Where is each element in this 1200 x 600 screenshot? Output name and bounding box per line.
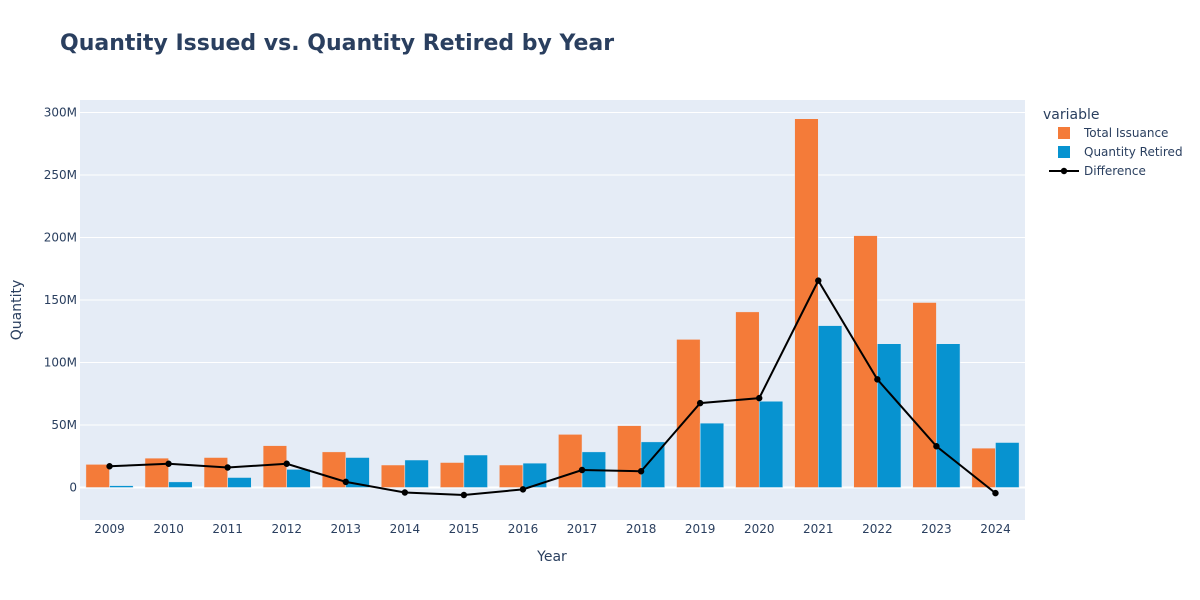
y-tick-label: 50M <box>51 418 77 432</box>
bar-quantity-retired-2020[interactable] <box>758 401 784 488</box>
bar-quantity-retired-2021[interactable] <box>818 325 843 488</box>
difference-point-2019[interactable] <box>696 399 704 407</box>
difference-point-2011[interactable] <box>224 464 231 471</box>
legend-title: variable <box>1043 107 1099 123</box>
difference-line-path[interactable] <box>109 278 997 497</box>
bar-total-issuance-2016[interactable] <box>499 464 524 488</box>
x-tick-label: 2013 <box>331 522 362 536</box>
bar-total-issuance-2023[interactable] <box>912 302 937 488</box>
legend-item-total-issuance[interactable]: Total Issuance <box>1058 126 1168 140</box>
bar-total-issuance-2010[interactable] <box>144 457 169 488</box>
x-tick-label: 2020 <box>744 522 775 536</box>
y-tick-label: 250M <box>44 168 77 182</box>
bar-total-issuance-2024[interactable] <box>971 447 996 488</box>
bar-quantity-retired-2019[interactable] <box>699 422 725 488</box>
bar-total-issuance-2011[interactable] <box>203 457 228 488</box>
legend-swatch <box>1058 127 1070 139</box>
bar-total-issuance-2014[interactable] <box>380 464 406 488</box>
bar-total-issuance-2018[interactable] <box>617 425 642 488</box>
x-tick-label: 2014 <box>390 522 421 536</box>
x-tick-label: 2023 <box>921 522 952 536</box>
difference-point-2021[interactable] <box>815 277 822 284</box>
y-tick-label: 150M <box>44 293 77 307</box>
difference-point-2022[interactable] <box>874 376 881 383</box>
x-tick-label: 2010 <box>153 522 184 536</box>
x-tick-label: 2009 <box>94 522 125 536</box>
difference-point-2009[interactable] <box>106 463 113 470</box>
bar-total-issuance-2015[interactable] <box>440 462 465 488</box>
x-tick-label: 2016 <box>508 522 539 536</box>
bars <box>85 118 1020 488</box>
legend-item-difference[interactable]: Difference <box>1049 164 1146 178</box>
bar-total-issuance-2012[interactable] <box>262 445 287 488</box>
x-tick-label: 2024 <box>980 522 1011 536</box>
difference-point-2018[interactable] <box>637 468 645 475</box>
difference-line <box>106 277 999 499</box>
bar-quantity-retired-2016[interactable] <box>522 462 547 488</box>
difference-point-2023[interactable] <box>933 443 940 450</box>
difference-point-2024[interactable] <box>992 489 999 497</box>
x-tick-label: 2012 <box>271 522 302 536</box>
legend-label: Total Issuance <box>1083 126 1168 140</box>
bar-quantity-retired-2009[interactable] <box>109 485 134 488</box>
legend-swatch <box>1058 146 1070 158</box>
bar-quantity-retired-2011[interactable] <box>227 477 252 488</box>
bar-total-issuance-2019[interactable] <box>676 339 701 488</box>
x-tick-label: 2018 <box>626 522 657 536</box>
x-tick-label: 2011 <box>212 522 243 536</box>
x-tick-label: 2017 <box>567 522 598 536</box>
chart-title: Quantity Issued vs. Quantity Retired by … <box>60 31 614 56</box>
bar-quantity-retired-2013[interactable] <box>345 457 370 488</box>
bar-quantity-retired-2023[interactable] <box>936 343 961 488</box>
difference-point-2012[interactable] <box>283 460 290 467</box>
legend-label: Difference <box>1084 164 1146 178</box>
bar-total-issuance-2017[interactable] <box>558 434 583 488</box>
bar-total-issuance-2013[interactable] <box>321 451 347 488</box>
y-tick-label: 0 <box>69 481 77 495</box>
bar-quantity-retired-2010[interactable] <box>168 481 193 488</box>
difference-point-2020[interactable] <box>756 394 763 402</box>
y-tick-label: 100M <box>44 356 77 370</box>
y-axis-label: Quantity <box>9 280 25 341</box>
legend-swatch-marker <box>1060 167 1068 175</box>
bar-total-issuance-2009[interactable] <box>85 464 110 488</box>
bar-quantity-retired-2014[interactable] <box>404 459 429 488</box>
difference-point-2010[interactable] <box>165 460 172 467</box>
y-tick-label: 200M <box>44 231 77 245</box>
bar-quantity-retired-2015[interactable] <box>463 454 488 488</box>
x-axis-label: Year <box>536 549 567 565</box>
bar-quantity-retired-2024[interactable] <box>995 442 1020 488</box>
y-axis-ticks: 0 50M 100M 150M 200M 250M 300M <box>44 106 77 495</box>
x-tick-label: 2015 <box>449 522 480 536</box>
legend-item-quantity-retired[interactable]: Quantity Retired <box>1058 145 1183 159</box>
difference-point-2014[interactable] <box>401 489 409 496</box>
difference-point-2015[interactable] <box>460 491 468 499</box>
x-tick-label: 2021 <box>803 522 834 536</box>
legend-label: Quantity Retired <box>1084 145 1183 159</box>
difference-point-2016[interactable] <box>519 486 527 493</box>
bar-quantity-retired-2022[interactable] <box>877 343 902 488</box>
x-tick-label: 2022 <box>862 522 893 536</box>
bar-quantity-retired-2018[interactable] <box>640 441 665 488</box>
y-tick-label: 300M <box>44 106 77 120</box>
difference-point-2013[interactable] <box>342 478 349 486</box>
bar-quantity-retired-2012[interactable] <box>286 469 311 488</box>
x-axis-ticks: 2009 2010 2011 2012 2013 2014 2015 2016 2017 2018… <box>94 522 1010 536</box>
legend[interactable]: variable Total Issuance Quantity Retired D… <box>1043 107 1183 178</box>
difference-point-2017[interactable] <box>578 466 586 474</box>
x-tick-label: 2019 <box>685 522 716 536</box>
